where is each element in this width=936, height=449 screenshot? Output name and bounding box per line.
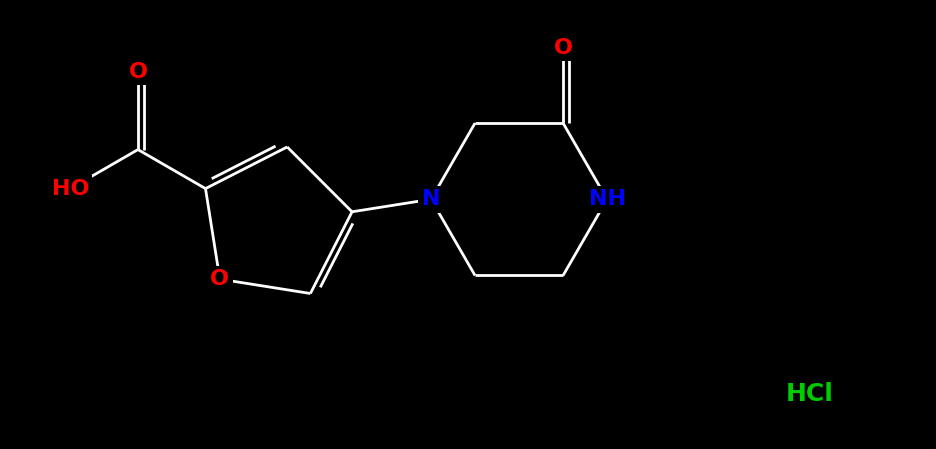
Text: HO: HO [51, 179, 89, 198]
Text: O: O [128, 62, 147, 82]
Text: O: O [553, 38, 572, 58]
Text: NH: NH [588, 189, 625, 209]
Text: N: N [421, 189, 440, 209]
Text: HCl: HCl [785, 382, 833, 406]
Text: O: O [210, 269, 229, 289]
